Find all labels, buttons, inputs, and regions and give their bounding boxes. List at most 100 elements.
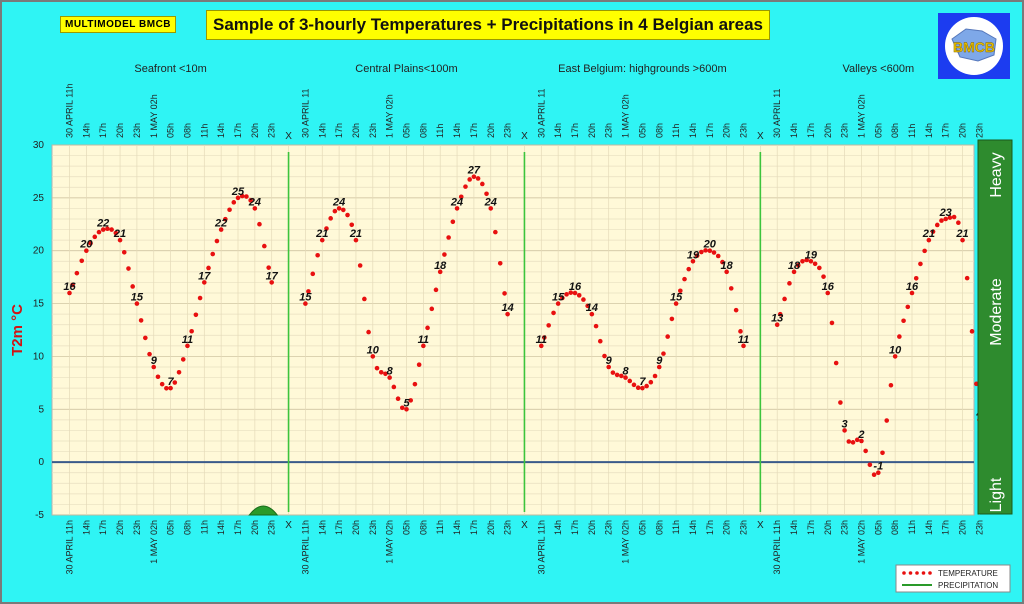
temperature-dot [956, 220, 961, 226]
temperature-dot [943, 216, 948, 222]
temperature-dot [833, 360, 839, 366]
x-tick-label-bottom: 20h [351, 520, 361, 535]
data-label: 15 [299, 292, 312, 304]
temperature-dot [235, 195, 241, 201]
temperature-dot [159, 381, 165, 387]
temperature-dot [480, 181, 485, 187]
x-tick-label-top: 20h [958, 123, 968, 138]
temperature-dot [939, 218, 944, 223]
x-tick-label-top: 17h [98, 123, 108, 138]
x-tick-label-top: 23h [604, 123, 614, 138]
x-tick-label-top: 14h [553, 123, 563, 138]
temperature-dot [366, 329, 371, 335]
x-tick-label-bottom: 23h [503, 520, 513, 535]
temperature-dot [374, 365, 380, 371]
data-label: 10 [889, 344, 902, 356]
temperature-dot [842, 428, 847, 433]
x-tick-label-bottom: 1 MAY 02h [856, 520, 866, 564]
temperature-dot [644, 383, 649, 389]
x-tick-label-top: 11h [435, 124, 445, 138]
x-tick-label-top: 11h [907, 124, 917, 138]
temperature-dot [421, 343, 426, 349]
temperature-dot [497, 260, 503, 266]
temperature-dot [576, 293, 582, 298]
data-label: 9 [656, 355, 663, 367]
x-tick-label-bottom: 23h [974, 520, 984, 535]
data-label: 15 [131, 292, 144, 304]
data-label: 20 [79, 239, 93, 251]
temperature-dot [631, 382, 637, 388]
data-label: 14 [586, 302, 598, 314]
temperature-dot [656, 364, 662, 370]
data-label: 24 [484, 196, 497, 208]
x-tick-label-bottom: 17h [570, 520, 580, 535]
x-tick-label-bottom: 1 MAY 02h [385, 520, 395, 564]
x-tick-label-bottom: 08h [418, 520, 428, 535]
x-tick-label-top: 17h [233, 123, 243, 138]
temperature-dot [829, 320, 835, 326]
separator-label-top: X [757, 131, 764, 142]
precipitation-intensity-bar [977, 139, 1013, 515]
x-tick-label-top: 23h [267, 123, 277, 138]
data-label: 19 [687, 249, 700, 261]
temperature-dot [168, 385, 173, 391]
temperature-dot [117, 237, 123, 243]
x-tick-label-bottom: 14h [789, 520, 799, 535]
temperature-dot [336, 206, 342, 211]
temperature-dot [109, 227, 114, 232]
data-label: 10 [367, 344, 380, 356]
data-label: 23 [939, 207, 952, 219]
temperature-dot [96, 229, 102, 235]
temperature-dot [564, 292, 569, 297]
temperature-dot [202, 280, 207, 285]
temperature-dot [214, 238, 220, 244]
x-tick-label-bottom: 14h [553, 520, 563, 535]
x-tick-label-top: 08h [182, 123, 192, 138]
temperature-dot [905, 304, 911, 310]
temperature-dot [262, 243, 267, 249]
temperature-dot [546, 323, 551, 328]
x-tick-label-bottom: 20h [250, 520, 260, 535]
x-tick-label-top: 1 MAY 02h [149, 94, 159, 138]
temperature-dot [223, 216, 228, 222]
x-tick-label-top: 23h [739, 123, 749, 138]
temperature-dot [665, 334, 670, 339]
x-tick-label-bottom: 23h [132, 520, 142, 535]
data-label: 16 [906, 281, 919, 293]
separator-label-bottom: X [285, 520, 292, 531]
y-tick-label: 5 [38, 404, 44, 415]
x-tick-label-bottom: 05h [637, 520, 647, 535]
y-axis-label: T2m °C [9, 304, 26, 356]
y-tick-label: 10 [33, 351, 45, 362]
x-tick-label-bottom: 17h [806, 520, 816, 535]
x-tick-label-bottom: 08h [654, 520, 664, 535]
temperature-dot [387, 375, 392, 380]
x-tick-label-bottom: 20h [823, 520, 833, 535]
temperature-dot [151, 364, 157, 370]
x-tick-label-bottom: 05h [402, 520, 412, 535]
x-tick-label-bottom: 14h [688, 520, 698, 535]
data-label: 8 [622, 366, 629, 378]
logo-graphic: BMCB [945, 17, 1003, 75]
x-tick-label-top: 23h [368, 123, 378, 138]
temperature-dot [602, 353, 607, 359]
temperature-dot [126, 266, 131, 271]
temperature-dot [210, 251, 216, 257]
temperature-dot [404, 406, 409, 412]
temperature-dot [690, 258, 696, 264]
x-tick-label-bottom: 14h [216, 520, 226, 535]
x-tick-label-top: 1 MAY 02h [621, 94, 631, 138]
y-tick-label: 0 [38, 457, 44, 468]
temperature-dot [715, 253, 721, 259]
temperature-dot [416, 362, 422, 367]
data-label: 21 [315, 228, 328, 240]
legend-temperature-dot [915, 571, 919, 575]
temperature-dot [913, 275, 919, 281]
data-label: 7 [168, 376, 175, 388]
temperature-dot [197, 295, 203, 301]
legend [895, 564, 1011, 593]
data-label: 11 [536, 334, 547, 346]
x-tick-label-top: 30 APRIL 11 [772, 88, 782, 138]
temperature-dot [738, 329, 743, 334]
temperature-dot [808, 258, 814, 264]
